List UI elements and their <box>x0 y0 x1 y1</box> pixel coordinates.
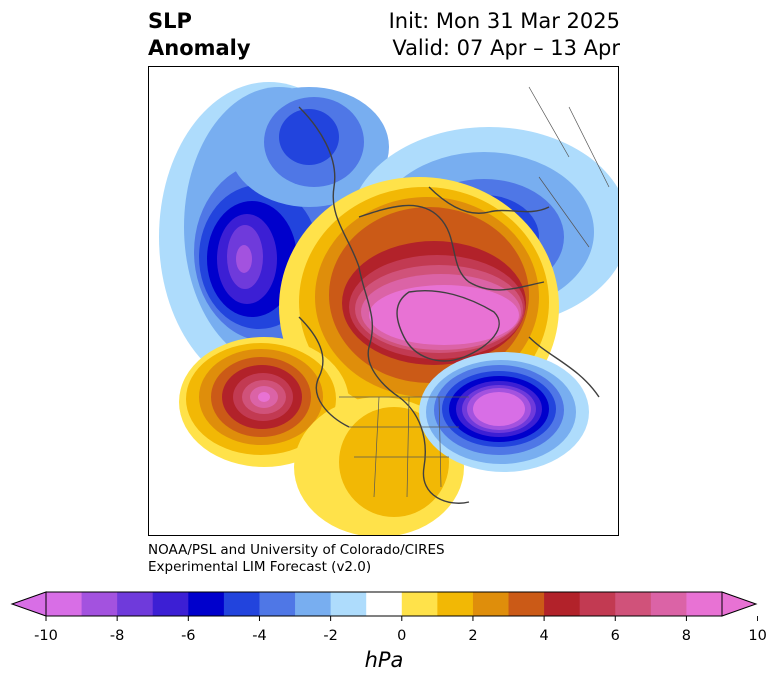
colorbar-swatch <box>152 592 189 616</box>
colorbar-swatch <box>259 592 296 616</box>
colorbar-extend-high <box>721 591 758 617</box>
colorbar-swatch <box>686 592 723 616</box>
colorbar-swatch <box>650 592 687 616</box>
colorbar-tick-label: -8 <box>109 628 125 644</box>
positive-anomaly-north-america <box>294 397 464 535</box>
colorbar-tick-label: 10 <box>748 628 767 644</box>
coastlines <box>298 106 600 504</box>
colorbar-swatch <box>437 592 474 616</box>
colorbar-swatch <box>295 592 332 616</box>
colorbar-tick-label: -10 <box>34 628 58 644</box>
colorbar-swatch <box>508 592 545 616</box>
slp-anomaly-map <box>148 66 619 536</box>
colorbar-outline <box>45 591 723 617</box>
init-date: Init: Mon 31 Mar 2025 <box>388 9 620 33</box>
political-borders <box>339 86 610 498</box>
map-svg <box>159 82 618 535</box>
colorbar <box>10 591 758 621</box>
colorbar-tick-label: -4 <box>252 628 267 644</box>
colorbar-extend-low <box>10 591 47 617</box>
colorbar-tick-label: 2 <box>468 628 478 644</box>
title-line-2: Anomaly <box>148 36 251 60</box>
negative-anomaly-atlantic <box>419 352 589 472</box>
credit-line-2: Experimental LIM Forecast (v2.0) <box>148 559 372 575</box>
colorbar-swatch <box>472 592 510 616</box>
valid-dates: Valid: 07 Apr – 13 Apr <box>392 36 620 60</box>
colorbar-swatch <box>46 592 83 616</box>
colorbar-tick-label: -6 <box>181 628 196 644</box>
colorbar-swatch <box>117 592 154 616</box>
colorbar-tick-label: 6 <box>610 628 620 644</box>
title-line-1: SLP <box>148 9 192 33</box>
credit-line-1: NOAA/PSL and University of Colorado/CIRE… <box>148 542 445 558</box>
colorbar-swatch <box>188 592 225 616</box>
colorbar-units: hPa <box>364 648 404 672</box>
colorbar-swatch <box>366 592 403 616</box>
colorbar-swatch <box>579 592 616 616</box>
data-credit: NOAA/PSL and University of Colorado/CIRE… <box>148 542 445 576</box>
colorbar-tick-label: 0 <box>397 628 407 644</box>
forecast-dates: Init: Mon 31 Mar 2025 Valid: 07 Apr – 13… <box>389 8 620 62</box>
colorbar-tick-label: 4 <box>539 628 549 644</box>
colorbar-swatch <box>223 592 260 616</box>
colorbar-swatch <box>81 592 118 616</box>
colorbar-swatch <box>330 592 367 616</box>
colorbar-swatch <box>615 592 652 616</box>
colorbar-tick-label: -2 <box>323 628 338 644</box>
colorbar-swatch <box>401 592 438 616</box>
colorbar-swatch <box>544 592 581 616</box>
chart-title: SLP Anomaly <box>148 8 251 62</box>
colorbar-tick-label: 8 <box>681 628 692 644</box>
